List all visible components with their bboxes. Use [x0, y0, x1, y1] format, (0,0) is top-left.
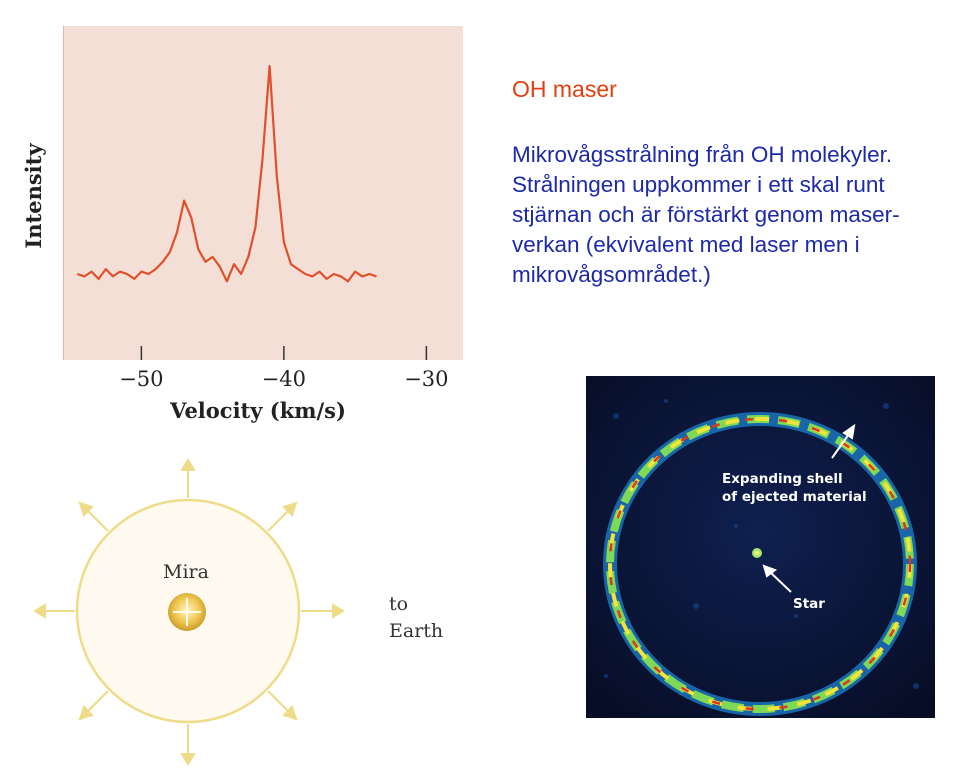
body-text: Mikrovågsstrålning från OH molekyler. St… [512, 140, 900, 290]
slide-title: OH maser [512, 76, 617, 103]
mira-shell-diagram: Mira to Earth [0, 455, 480, 779]
body-line: Strålningen uppkommer i ett skal runt [512, 170, 900, 200]
x-tick-label: −30 [404, 367, 448, 391]
x-tick-label: −50 [119, 367, 163, 391]
body-line: verkan (ekvivalent med laser men i [512, 230, 900, 260]
body-line: mikrovågsområdet.) [512, 260, 900, 290]
body-line: Mikrovågsstrålning från OH molekyler. [512, 140, 900, 170]
star-label: Star [793, 595, 825, 613]
x-axis-ticks [141, 346, 426, 360]
direction-label-line2: Earth [389, 620, 443, 642]
shell-image-graphic [586, 376, 935, 718]
x-tick-label: −40 [262, 367, 306, 391]
mira-label: Mira [163, 561, 209, 583]
y-axis-label: Intensity [21, 143, 46, 249]
shell-label-line2: of ejected material [722, 488, 867, 506]
x-tick-labels: −50 −40 −30 [119, 367, 448, 391]
x-axis-label: Velocity (km/s) [169, 398, 346, 423]
shell-label-line1: Expanding shell [722, 470, 867, 488]
shell-label: Expanding shell of ejected material [722, 470, 867, 506]
direction-label-line1: to [389, 593, 408, 615]
series-line [77, 66, 376, 281]
body-line: stjärnan och är förstärkt genom maser- [512, 200, 900, 230]
maser-shell-image: Expanding shell of ejected material Star [586, 376, 935, 718]
